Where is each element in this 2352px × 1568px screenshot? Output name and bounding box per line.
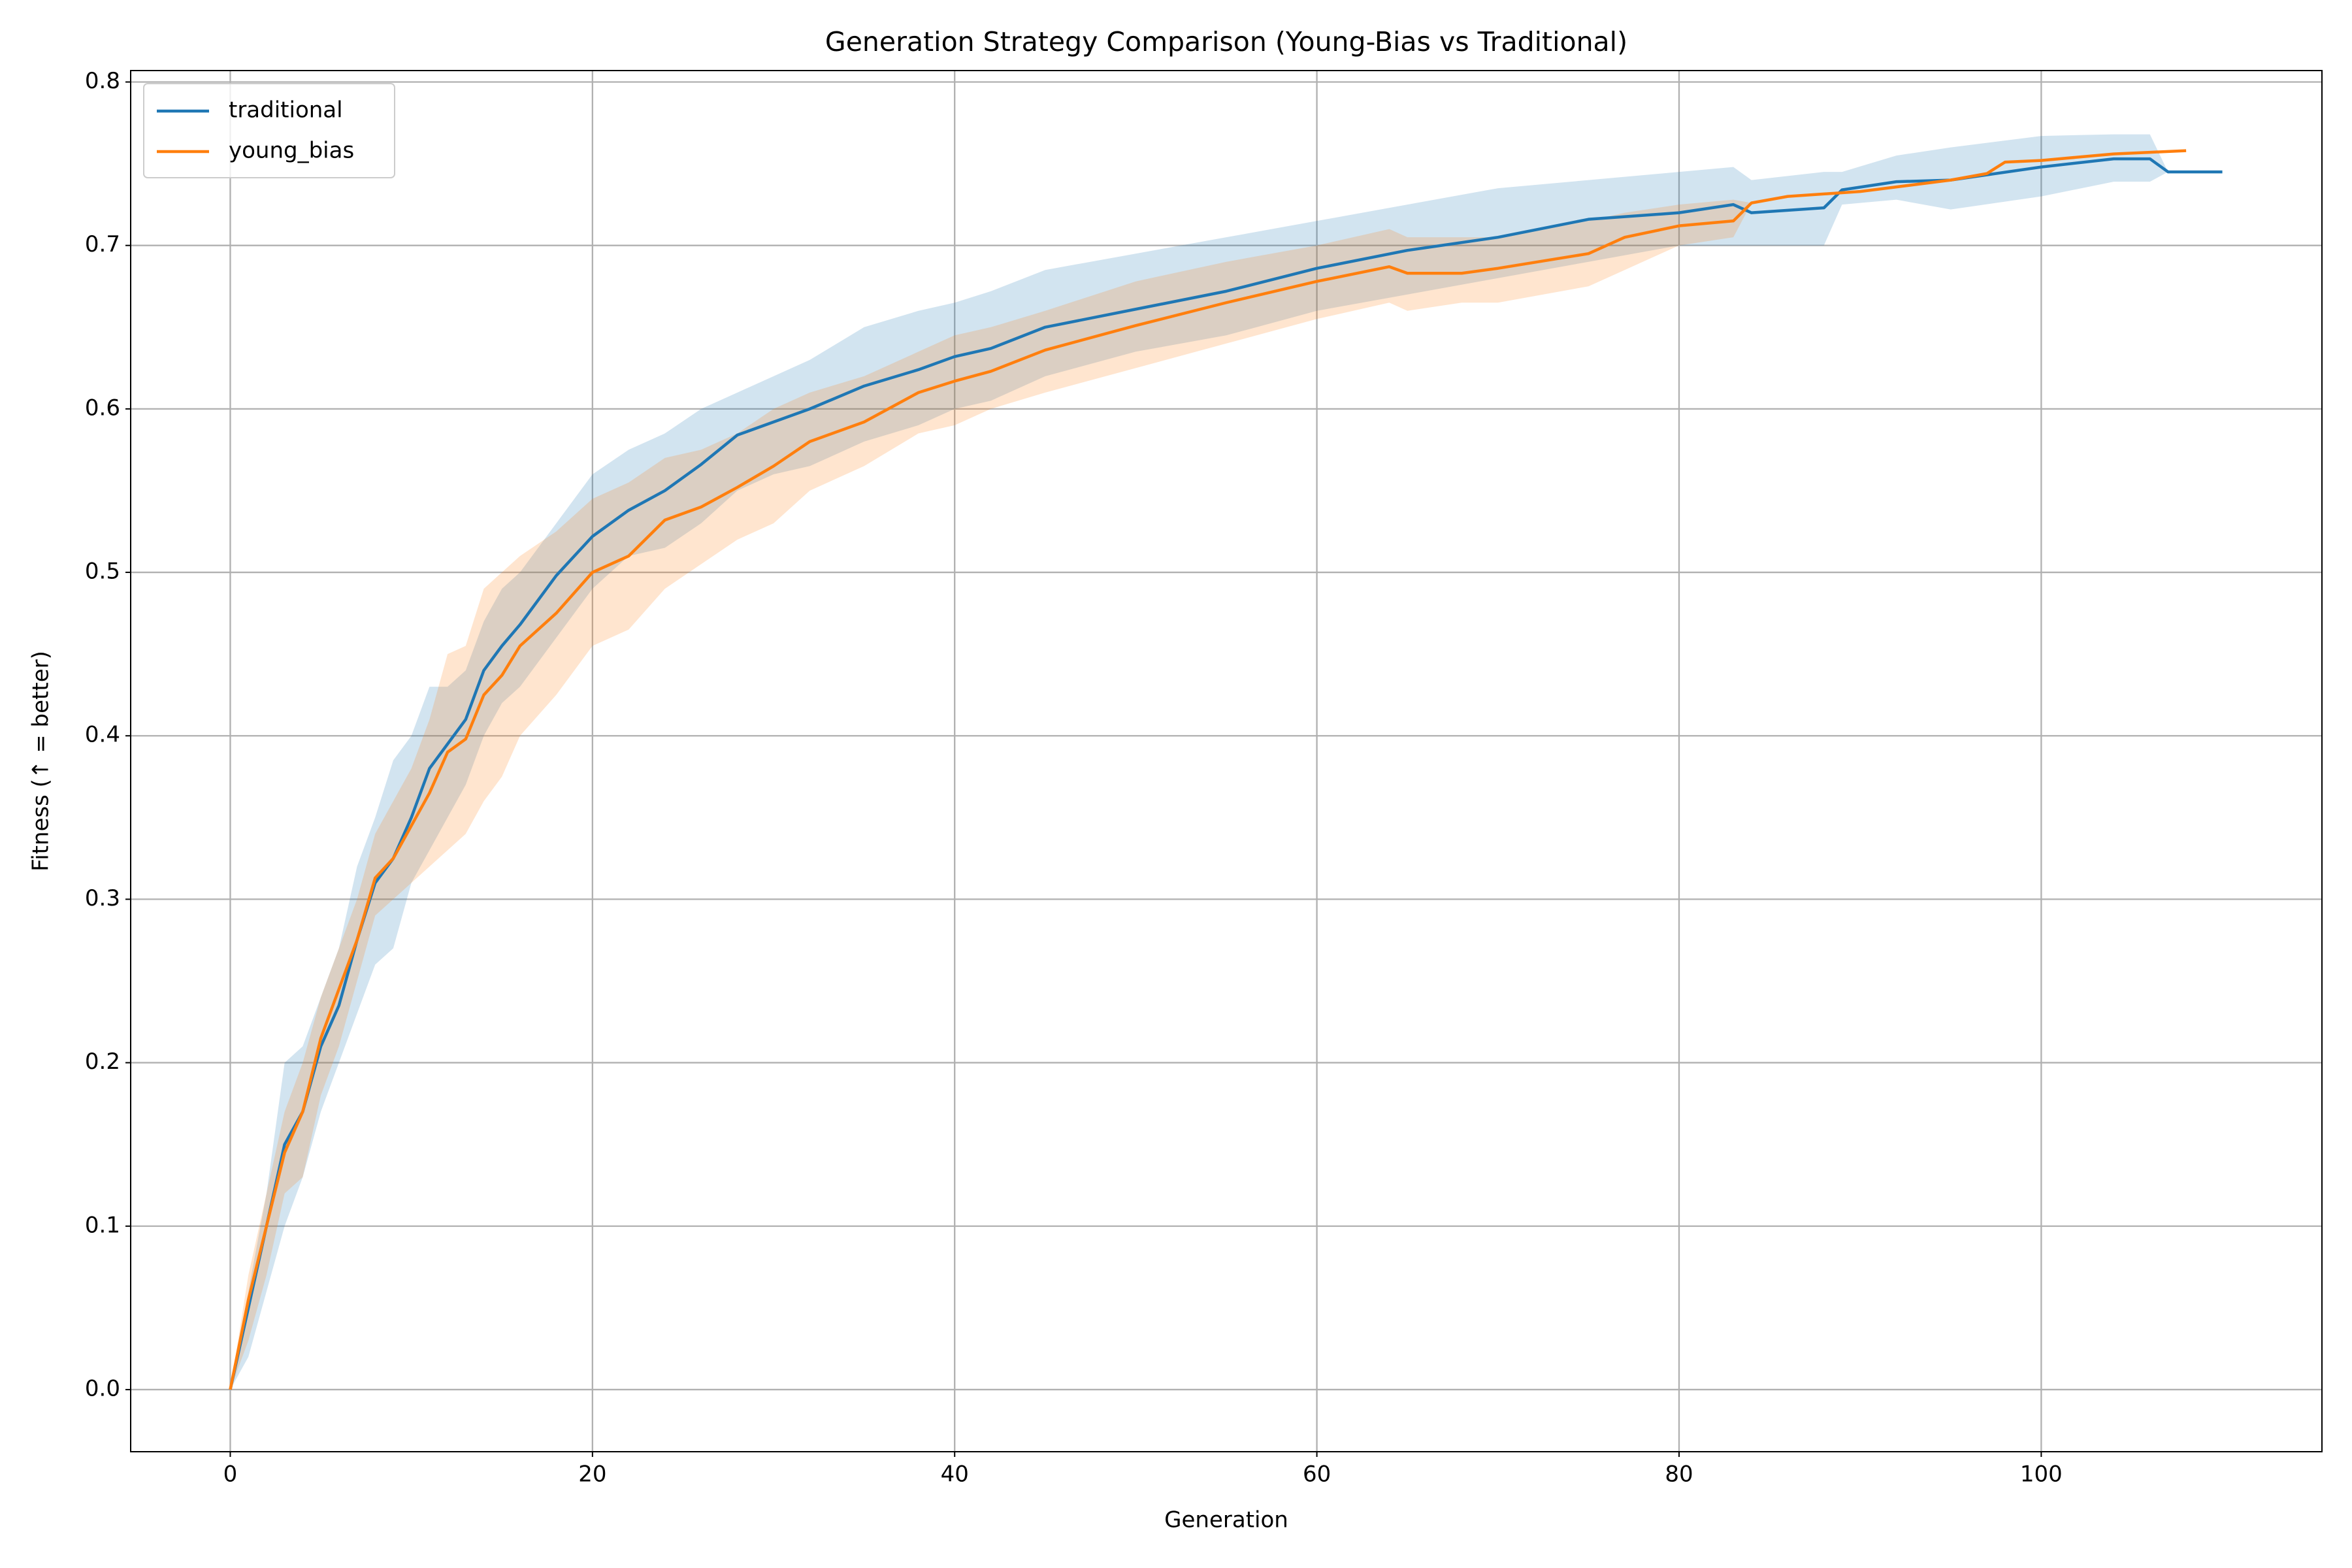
y-tick-label: 0.8 — [85, 68, 120, 94]
x-tick-label: 100 — [2020, 1462, 2063, 1488]
y-tick-label: 0.5 — [85, 559, 120, 585]
y-tick-label: 0.6 — [85, 395, 120, 421]
line — [229, 149, 2187, 1390]
legend-box — [143, 83, 395, 178]
x-axis-label: Generation — [1164, 1507, 1288, 1533]
y-tick-label: 0.1 — [85, 1212, 120, 1238]
legend-label: young_bias — [229, 138, 354, 164]
band — [230, 134, 2223, 1390]
x-tick-label: 60 — [1303, 1462, 1331, 1488]
band — [230, 150, 2187, 1390]
y-tick-label: 0.2 — [85, 1049, 120, 1075]
y-axis-label: Fitness (↑ = better) — [28, 651, 54, 872]
plot-frame — [130, 70, 2323, 1452]
y-tick-label: 0.3 — [85, 885, 120, 911]
legend-label: traditional — [229, 97, 343, 123]
x-tick-label: 0 — [223, 1462, 238, 1488]
y-tick-label: 0.7 — [85, 231, 120, 257]
chart-title: Generation Strategy Comparison (Young-Bi… — [825, 26, 1627, 57]
x-tick-label: 20 — [578, 1462, 606, 1488]
x-tick-label: 40 — [941, 1462, 969, 1488]
y-tick-label: 0.4 — [85, 722, 120, 748]
y-tick-label: 0.0 — [85, 1375, 120, 1401]
x-tick-label: 80 — [1665, 1462, 1693, 1488]
